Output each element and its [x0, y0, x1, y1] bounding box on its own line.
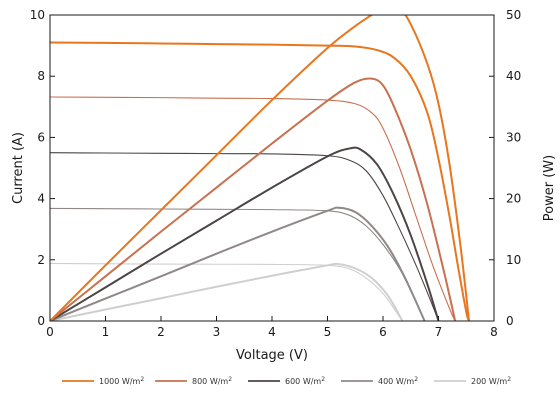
- x-tick-label: 3: [213, 325, 221, 339]
- pv-curve-200: [50, 262, 404, 321]
- pv-curve-800: [50, 77, 457, 321]
- y2-tick-label: 40: [506, 69, 521, 83]
- x-tick-label: 0: [46, 325, 54, 339]
- iv-curve-200: [50, 262, 403, 321]
- iv-curve-600: [50, 152, 440, 321]
- pv-curve-400: [50, 206, 426, 321]
- x-tick-label: 6: [379, 325, 387, 339]
- y2-tick-label: 50: [506, 8, 521, 22]
- x-tick-label: 2: [157, 325, 165, 339]
- iv-curve-1000: [50, 41, 470, 321]
- y2-tick-label: 20: [506, 192, 521, 206]
- y-tick-label: 4: [37, 192, 45, 206]
- y-tick-label: 6: [37, 130, 45, 144]
- series-lines: [50, 15, 471, 321]
- y2-tick-label: 10: [506, 253, 521, 267]
- legend: 1000 W/m2 800 W/m2 600 W/m2 400 W/m2 200 W/m…: [62, 376, 511, 386]
- y-tick-label: 10: [30, 8, 45, 22]
- y2-axis-title: Power (W): [542, 155, 557, 221]
- y2-tick-label: 30: [506, 130, 521, 144]
- x-tick-label: 4: [268, 325, 276, 339]
- pv-curve-600: [50, 146, 440, 321]
- legend-label: 200 W/m2: [471, 376, 511, 386]
- legend-item: 600 W/m2: [248, 376, 325, 386]
- legend-item: 800 W/m2: [155, 376, 232, 386]
- legend-item: 200 W/m2: [434, 376, 511, 386]
- y-axis-left: 0 2 4 6 8 10: [30, 8, 55, 328]
- y-axis-title: Current (A): [11, 132, 26, 204]
- legend-item: 400 W/m2: [341, 376, 418, 386]
- pv-curve-1000: [50, 15, 471, 321]
- legend-label: 600 W/m2: [285, 376, 325, 386]
- y2-tick-label: 0: [506, 314, 514, 328]
- iv-curve-800: [50, 96, 456, 321]
- iv-curve-400: [50, 207, 426, 321]
- legend-label: 800 W/m2: [192, 376, 232, 386]
- x-axis: 0 1 2 3 4 5 6 7 8: [46, 316, 498, 339]
- x-tick-label: 5: [324, 325, 332, 339]
- x-axis-title: Voltage (V): [236, 348, 308, 363]
- y-tick-label: 8: [37, 69, 45, 83]
- legend-item: 1000 W/m2: [62, 376, 144, 386]
- x-tick-label: 8: [490, 325, 498, 339]
- y-tick-label: 2: [37, 253, 45, 267]
- legend-label: 400 W/m2: [378, 376, 418, 386]
- legend-label: 1000 W/m2: [99, 376, 144, 386]
- y-axis-right: 0 10 20 30 40 50: [489, 8, 521, 328]
- x-tick-label: 7: [435, 325, 443, 339]
- y-tick-label: 0: [37, 314, 45, 328]
- x-tick-label: 1: [102, 325, 110, 339]
